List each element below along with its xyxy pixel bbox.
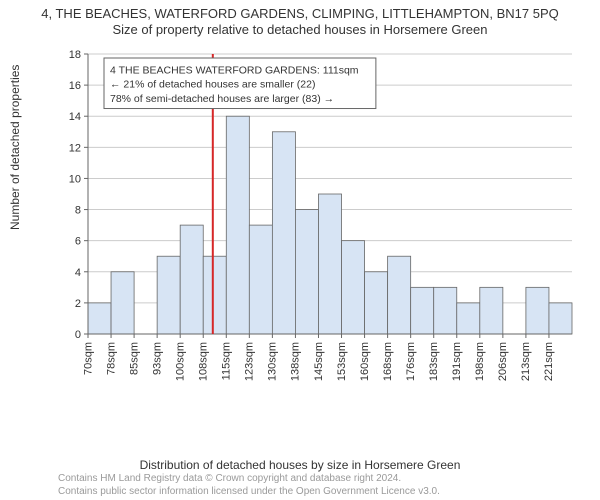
y-axis-label: Number of detached properties (8, 65, 22, 230)
chart-title-sub: Size of property relative to detached ho… (0, 22, 600, 37)
x-tick-label: 168sqm (382, 342, 394, 381)
x-tick-label: 123sqm (244, 342, 256, 381)
histogram-bar (411, 287, 434, 334)
annotation-line: ← 21% of detached houses are smaller (22… (110, 79, 315, 91)
histogram-bar (526, 287, 549, 334)
svg-text:0: 0 (75, 329, 81, 341)
histogram-bar (226, 116, 249, 334)
x-tick-label: 85sqm (128, 342, 140, 375)
histogram-bar (249, 225, 272, 334)
svg-text:16: 16 (69, 80, 81, 92)
copyright-block: Contains HM Land Registry data © Crown c… (58, 473, 590, 498)
svg-text:14: 14 (69, 111, 81, 123)
histogram-bar (88, 303, 111, 334)
svg-text:8: 8 (75, 205, 81, 217)
copyright-line-2: Contains public sector information licen… (58, 486, 590, 499)
x-tick-label: 213sqm (520, 342, 532, 381)
x-tick-label: 206sqm (497, 342, 509, 381)
x-tick-label: 191sqm (451, 342, 463, 381)
histogram-bar (203, 256, 226, 334)
x-tick-label: 153sqm (336, 342, 348, 381)
histogram-bar (180, 225, 203, 334)
histogram-bar (365, 272, 388, 334)
x-axis-label: Distribution of detached houses by size … (0, 458, 600, 472)
x-tick-label: 130sqm (267, 342, 279, 381)
copyright-line-1: Contains HM Land Registry data © Crown c… (58, 473, 590, 486)
histogram-bar (272, 132, 295, 334)
histogram-plot: 0 2 4 6 8 10 12 14 16 18 70sqm 78sqm 85sqm 93sqm 100sq… (58, 48, 578, 388)
x-tick-label: 115sqm (221, 342, 233, 380)
histogram-bar (295, 210, 318, 334)
histogram-bar (318, 194, 341, 334)
chart-titles: 4, THE BEACHES, WATERFORD GARDENS, CLIMP… (0, 6, 600, 37)
chart-title-main: 4, THE BEACHES, WATERFORD GARDENS, CLIMP… (0, 6, 600, 21)
histogram-bar (388, 256, 411, 334)
histogram-bar (157, 256, 180, 334)
x-tick-label: 78sqm (105, 342, 117, 375)
x-tick-label: 108sqm (198, 342, 210, 381)
x-tick-label: 198sqm (474, 342, 486, 381)
x-tick-label: 138sqm (290, 342, 302, 381)
histogram-bar (434, 287, 457, 334)
svg-text:4: 4 (75, 267, 81, 279)
histogram-bar (480, 287, 503, 334)
histogram-bar (342, 241, 365, 334)
histogram-bar (111, 272, 134, 334)
histogram-bar (549, 303, 572, 334)
svg-text:18: 18 (69, 49, 81, 61)
x-tick-label: 183sqm (428, 342, 440, 381)
x-tick-label: 93sqm (151, 342, 163, 375)
annotation-line: 4 THE BEACHES WATERFORD GARDENS: 111sqm (110, 65, 359, 77)
x-tick-label: 160sqm (359, 342, 371, 381)
svg-text:10: 10 (69, 173, 81, 185)
x-tick-label: 70sqm (82, 342, 94, 375)
histogram-svg: 0 2 4 6 8 10 12 14 16 18 70sqm 78sqm 85sqm 93sqm 100sq… (58, 48, 578, 388)
svg-text:2: 2 (75, 298, 81, 310)
svg-text:12: 12 (69, 142, 81, 154)
x-tick-label: 176sqm (405, 342, 417, 381)
histogram-bar (457, 303, 480, 334)
svg-text:6: 6 (75, 236, 81, 248)
x-tick-label: 100sqm (174, 342, 186, 381)
x-tick-label: 221sqm (543, 342, 555, 381)
annotation-line: 78% of semi-detached houses are larger (… (110, 93, 334, 105)
x-tick-label: 145sqm (313, 342, 325, 381)
